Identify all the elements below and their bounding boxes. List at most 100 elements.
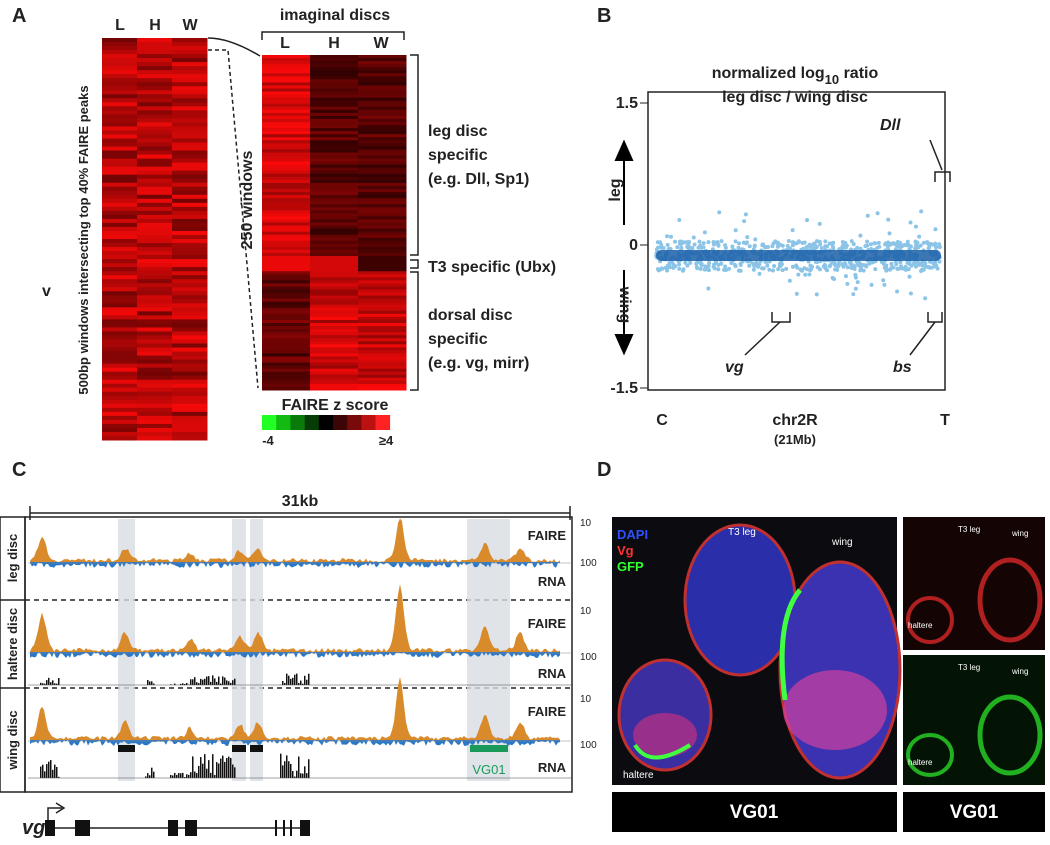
heatmap-cell — [172, 74, 208, 79]
heatmap-cell — [262, 76, 311, 80]
heatmap-cell — [137, 66, 173, 71]
heatmap-cell — [172, 360, 208, 365]
heatmap-cell — [172, 396, 208, 401]
heatmap-cell — [358, 338, 407, 342]
scatter-dot — [882, 283, 886, 287]
scatter-dot — [737, 246, 741, 250]
rna-bar — [54, 765, 56, 778]
heatmap-cell — [262, 268, 311, 272]
heatmap-cell — [102, 239, 138, 244]
heatmap-cell — [102, 66, 138, 71]
heatmap-cell — [102, 291, 138, 296]
heatmap-cell — [172, 207, 208, 212]
heatmap-cell — [358, 320, 407, 324]
heatmap-cell — [172, 295, 208, 300]
heatmap-cell — [137, 311, 173, 316]
heatmap-cell — [358, 107, 407, 111]
heatmap-cell — [358, 347, 407, 351]
heatmap-cell — [262, 256, 311, 260]
heatmap-cell — [262, 216, 311, 220]
heatmap-cell — [310, 302, 359, 306]
track-tick: 100 — [580, 740, 597, 751]
heatmap-cell — [172, 400, 208, 405]
element-bar — [232, 745, 246, 752]
scatter-dot — [871, 260, 875, 264]
heatmap-cell — [262, 332, 311, 336]
heatmap-cell — [102, 143, 138, 148]
scatter-dot — [807, 273, 811, 277]
heatmap-cell — [262, 274, 311, 278]
rna-bar — [222, 676, 224, 685]
heatmap-cell — [262, 58, 311, 62]
heatmap-cell — [310, 131, 359, 135]
heatmap-cell — [102, 70, 138, 75]
heatmap-cell — [102, 315, 138, 320]
x-label: C — [656, 412, 668, 429]
heatmap-cell — [310, 320, 359, 324]
rna-bar — [290, 764, 292, 778]
heatmap-cell — [310, 110, 359, 114]
heatmap-cell — [137, 428, 173, 433]
heatmap-cell — [310, 76, 359, 80]
heatmap-cell — [262, 128, 311, 132]
heatmap-cell — [172, 187, 208, 192]
rna-bar — [228, 681, 230, 685]
scatter-dot — [844, 274, 848, 278]
heatmap-cell — [310, 213, 359, 217]
scatter-dot — [734, 264, 738, 268]
heatmap-cell — [172, 58, 208, 63]
rna-bar — [280, 754, 282, 778]
scatter-dot — [818, 222, 822, 226]
heatmap-cell — [310, 101, 359, 105]
group-label: (e.g. vg, mirr) — [428, 355, 529, 372]
heatmap-cell — [358, 280, 407, 284]
heatmap-cell — [137, 82, 173, 87]
rna-bar — [46, 680, 48, 685]
rna-bar — [176, 775, 178, 778]
heatmap-cell — [137, 331, 173, 336]
heatmap-cell — [310, 186, 359, 190]
heatmap-cell — [262, 207, 311, 211]
scatter-dot — [810, 246, 814, 250]
heatmap-cell — [358, 198, 407, 202]
heatmap-cell — [310, 369, 359, 373]
track-label: RNA — [538, 574, 567, 589]
heatmap-cell — [172, 171, 208, 176]
heatmap-cell — [358, 159, 407, 163]
heatmap-cell — [102, 388, 138, 393]
heatmap-cell — [172, 179, 208, 184]
direction-label: wing — [616, 286, 633, 323]
heatmap-cell — [358, 378, 407, 382]
scatter-dot — [815, 292, 819, 296]
heatmap-cell — [172, 416, 208, 421]
heatmap-cell — [172, 299, 208, 304]
heatmap-cell — [137, 275, 173, 280]
group-label: leg disc — [428, 123, 488, 140]
scatter-dot — [919, 209, 923, 213]
heatmap-cell — [262, 323, 311, 327]
heatmap-cell — [358, 296, 407, 300]
heatmap-cell — [137, 106, 173, 111]
heatmap-cell — [262, 286, 311, 290]
heatmap-cell — [262, 174, 311, 178]
heatmap-cell — [172, 86, 208, 91]
rna-bar — [300, 773, 302, 778]
heatmap-cell — [310, 159, 359, 163]
track-label: RNA — [538, 666, 567, 681]
heatmap-cell — [172, 66, 208, 71]
heatmap-cell — [137, 38, 173, 43]
scale-swatch — [347, 415, 362, 430]
rna-bar — [220, 759, 222, 778]
rna-bar — [232, 680, 234, 685]
rna-bar — [288, 676, 290, 685]
heatmap-cell — [310, 268, 359, 272]
element-bar — [250, 745, 263, 752]
heatmap-cell — [310, 168, 359, 172]
scatter-dot — [681, 269, 685, 273]
heatmap-cell — [358, 168, 407, 172]
heatmap-cell — [358, 201, 407, 205]
heatmap-cell — [310, 253, 359, 257]
heatmap-cell — [172, 335, 208, 340]
heatmap-cell — [102, 255, 138, 260]
heatmap-cell — [137, 122, 173, 127]
